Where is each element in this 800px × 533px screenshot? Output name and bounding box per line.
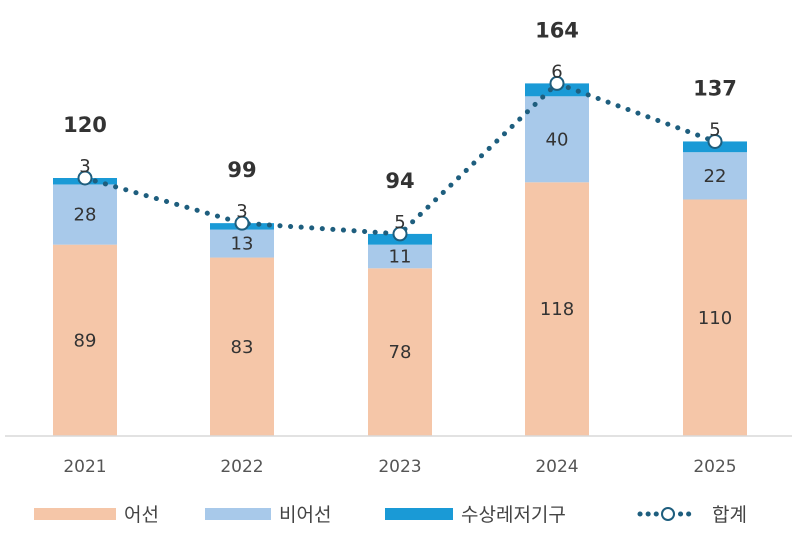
legend-label: 비어선 [279, 504, 331, 526]
bar-segment [525, 96, 589, 183]
legend-line-marker [661, 507, 675, 521]
total-marker [549, 75, 565, 91]
bar-segment [53, 244, 117, 436]
x-tick-label: 2021 [63, 457, 106, 477]
data-label: 3 [79, 156, 90, 177]
legend-label: 어선 [124, 504, 159, 526]
bar-segment [683, 152, 747, 200]
data-label: 83 [231, 337, 254, 358]
total-marker [707, 133, 723, 149]
total-label: 164 [535, 18, 579, 42]
total-label: 94 [385, 169, 414, 193]
total-label: 120 [63, 113, 107, 137]
bar-segment [525, 182, 589, 436]
x-tick-label: 2022 [220, 457, 263, 477]
data-label: 11 [389, 246, 412, 267]
bar-segment [210, 257, 274, 436]
total-line [82, 80, 718, 237]
data-label: 5 [394, 212, 405, 233]
x-tick-label: 2023 [378, 457, 421, 477]
legend-label: 합계 [712, 504, 747, 526]
total-label: 99 [227, 158, 256, 182]
data-label: 78 [389, 342, 412, 363]
labels-layer: 89 28 3 2021 83 13 3 2022 78 11 5 2023 118 40 6 2024 110… [63, 18, 737, 477]
bar-segment [210, 229, 274, 258]
bar-segment [683, 199, 747, 436]
total-marker [392, 226, 408, 242]
data-label: 13 [231, 234, 254, 255]
data-label: 110 [698, 308, 732, 329]
data-label: 40 [546, 129, 569, 150]
data-label: 3 [236, 201, 247, 222]
total-marker [234, 215, 250, 231]
total-label: 137 [693, 76, 737, 100]
bar-segment [53, 184, 117, 245]
legend-swatch [205, 508, 271, 520]
data-label: 6 [551, 61, 562, 82]
bar-segment [368, 244, 432, 269]
x-tick-label: 2025 [693, 457, 736, 477]
data-label: 5 [709, 119, 720, 140]
data-label: 22 [704, 166, 727, 187]
bar-segment [368, 268, 432, 436]
data-label: 89 [74, 330, 97, 351]
legend-swatch [34, 508, 116, 520]
data-label: 28 [74, 205, 97, 226]
legend-swatch [385, 508, 453, 520]
total-line-layer [77, 75, 723, 242]
legend: 어선 비어선 수상레저기구 합계 [34, 504, 747, 526]
data-label: 118 [540, 299, 574, 320]
x-tick-label: 2024 [535, 457, 578, 477]
total-marker [77, 170, 93, 186]
legend-label: 수상레저기구 [461, 504, 566, 526]
